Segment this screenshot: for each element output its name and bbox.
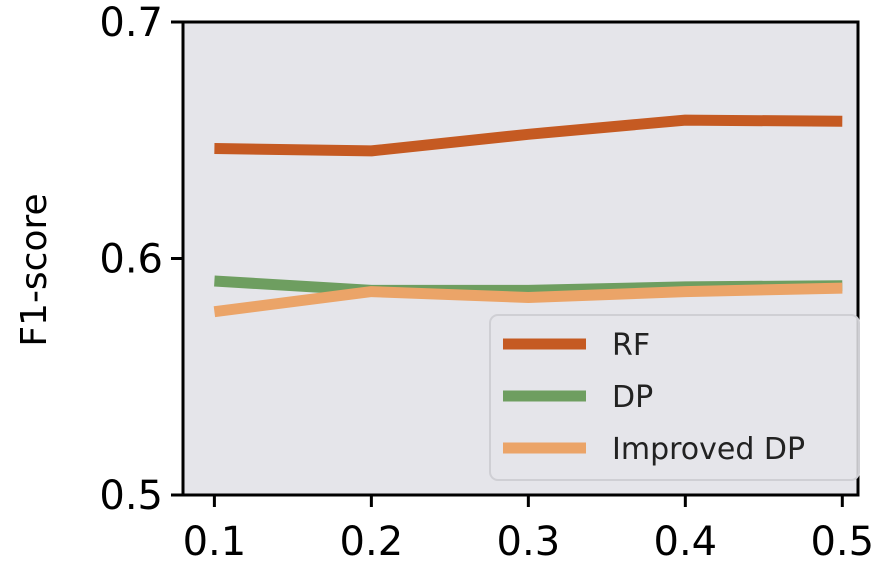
legend: RF DP Improved DP (489, 314, 860, 481)
x-tick-label: 0.5 (810, 519, 874, 565)
y-tick-label: 0.6 (99, 237, 163, 283)
series-layer (213, 114, 843, 318)
y-tick-label: 0.5 (99, 473, 163, 519)
x-tick-label: 0.1 (183, 519, 247, 565)
legend-label-3: Improved DP (612, 432, 805, 467)
x-tick-label: 0.3 (497, 519, 561, 565)
legend-label-2: DP (612, 380, 653, 415)
y-axis-label: F1-score (14, 193, 55, 346)
series-line-3 (213, 282, 843, 318)
legend-box (489, 314, 860, 481)
series-line-1 (214, 114, 843, 157)
x-tick-label: 0.4 (654, 519, 718, 565)
x-tick-label: 0.2 (340, 519, 404, 565)
legend-label-1: RF (612, 328, 650, 363)
y-tick-label: 0.7 (99, 0, 163, 46)
y-axis: 0.5 0.6 0.7 (99, 0, 183, 519)
x-axis: 0.1 0.2 0.3 0.4 0.5 (183, 495, 874, 565)
